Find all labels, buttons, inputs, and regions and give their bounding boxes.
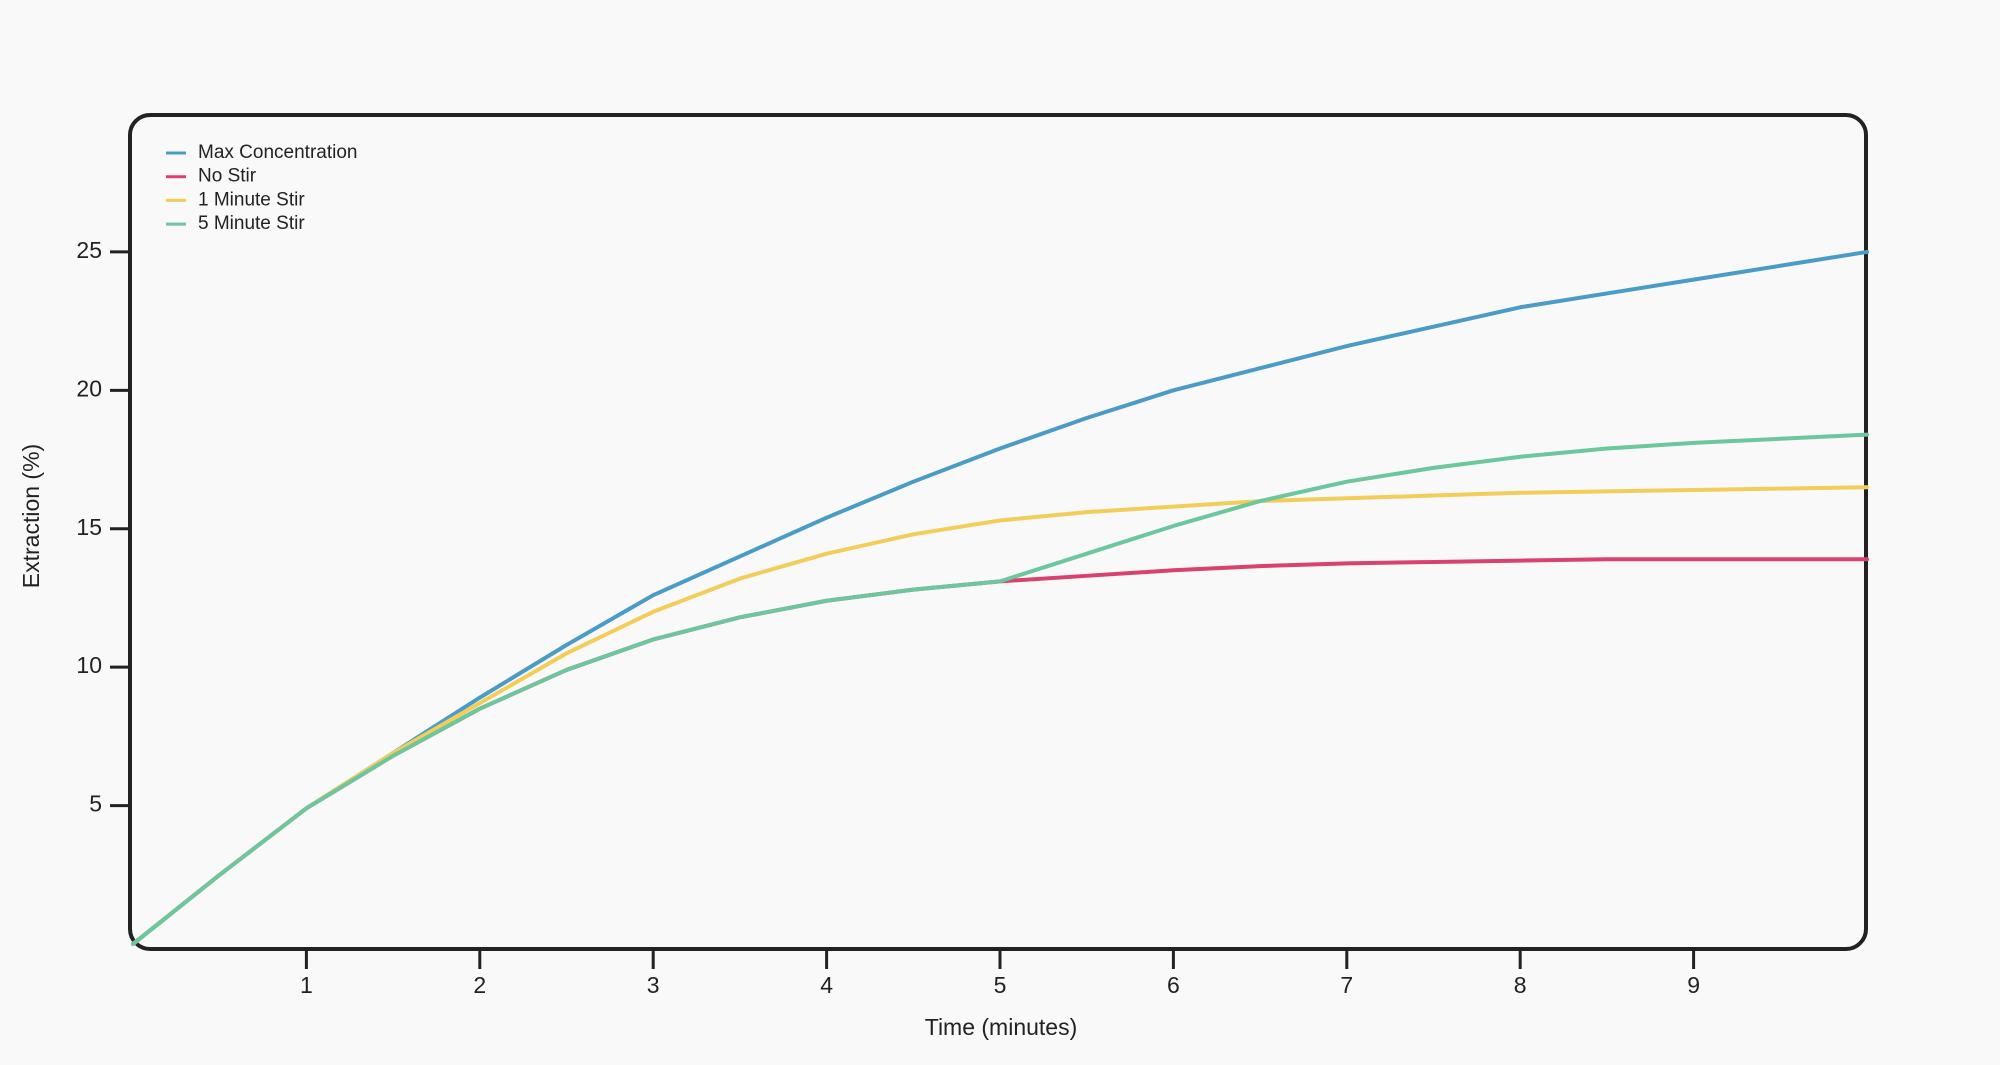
y-tick-label: 25 bbox=[76, 237, 102, 263]
x-tick-label: 5 bbox=[994, 972, 1007, 998]
x-tick-label: 8 bbox=[1514, 972, 1527, 998]
y-tick-label: 5 bbox=[89, 791, 102, 817]
series-line bbox=[131, 485, 1869, 946]
legend-label: Max Concentration bbox=[198, 142, 357, 163]
x-tick-label: 6 bbox=[1167, 972, 1180, 998]
series-line bbox=[131, 249, 1869, 946]
legend-label: No Stir bbox=[198, 166, 257, 187]
legend-label: 1 Minute Stir bbox=[198, 189, 305, 210]
x-tick-label: 1 bbox=[300, 972, 313, 998]
x-tick-label: 2 bbox=[473, 972, 486, 998]
x-axis-title: Time (minutes) bbox=[925, 1014, 1078, 1040]
y-tick-label: 15 bbox=[76, 514, 102, 540]
y-tick-label: 20 bbox=[76, 375, 102, 401]
series-line bbox=[131, 432, 1869, 946]
x-tick-label: 3 bbox=[647, 972, 660, 998]
x-tick-label: 7 bbox=[1340, 972, 1353, 998]
y-axis-title: Extraction (%) bbox=[18, 444, 44, 588]
x-tick-label: 9 bbox=[1687, 972, 1700, 998]
plot-frame bbox=[128, 113, 1868, 951]
x-tick-label: 4 bbox=[820, 972, 833, 998]
legend-label: 5 Minute Stir bbox=[198, 213, 305, 234]
y-tick-label: 10 bbox=[76, 652, 102, 678]
